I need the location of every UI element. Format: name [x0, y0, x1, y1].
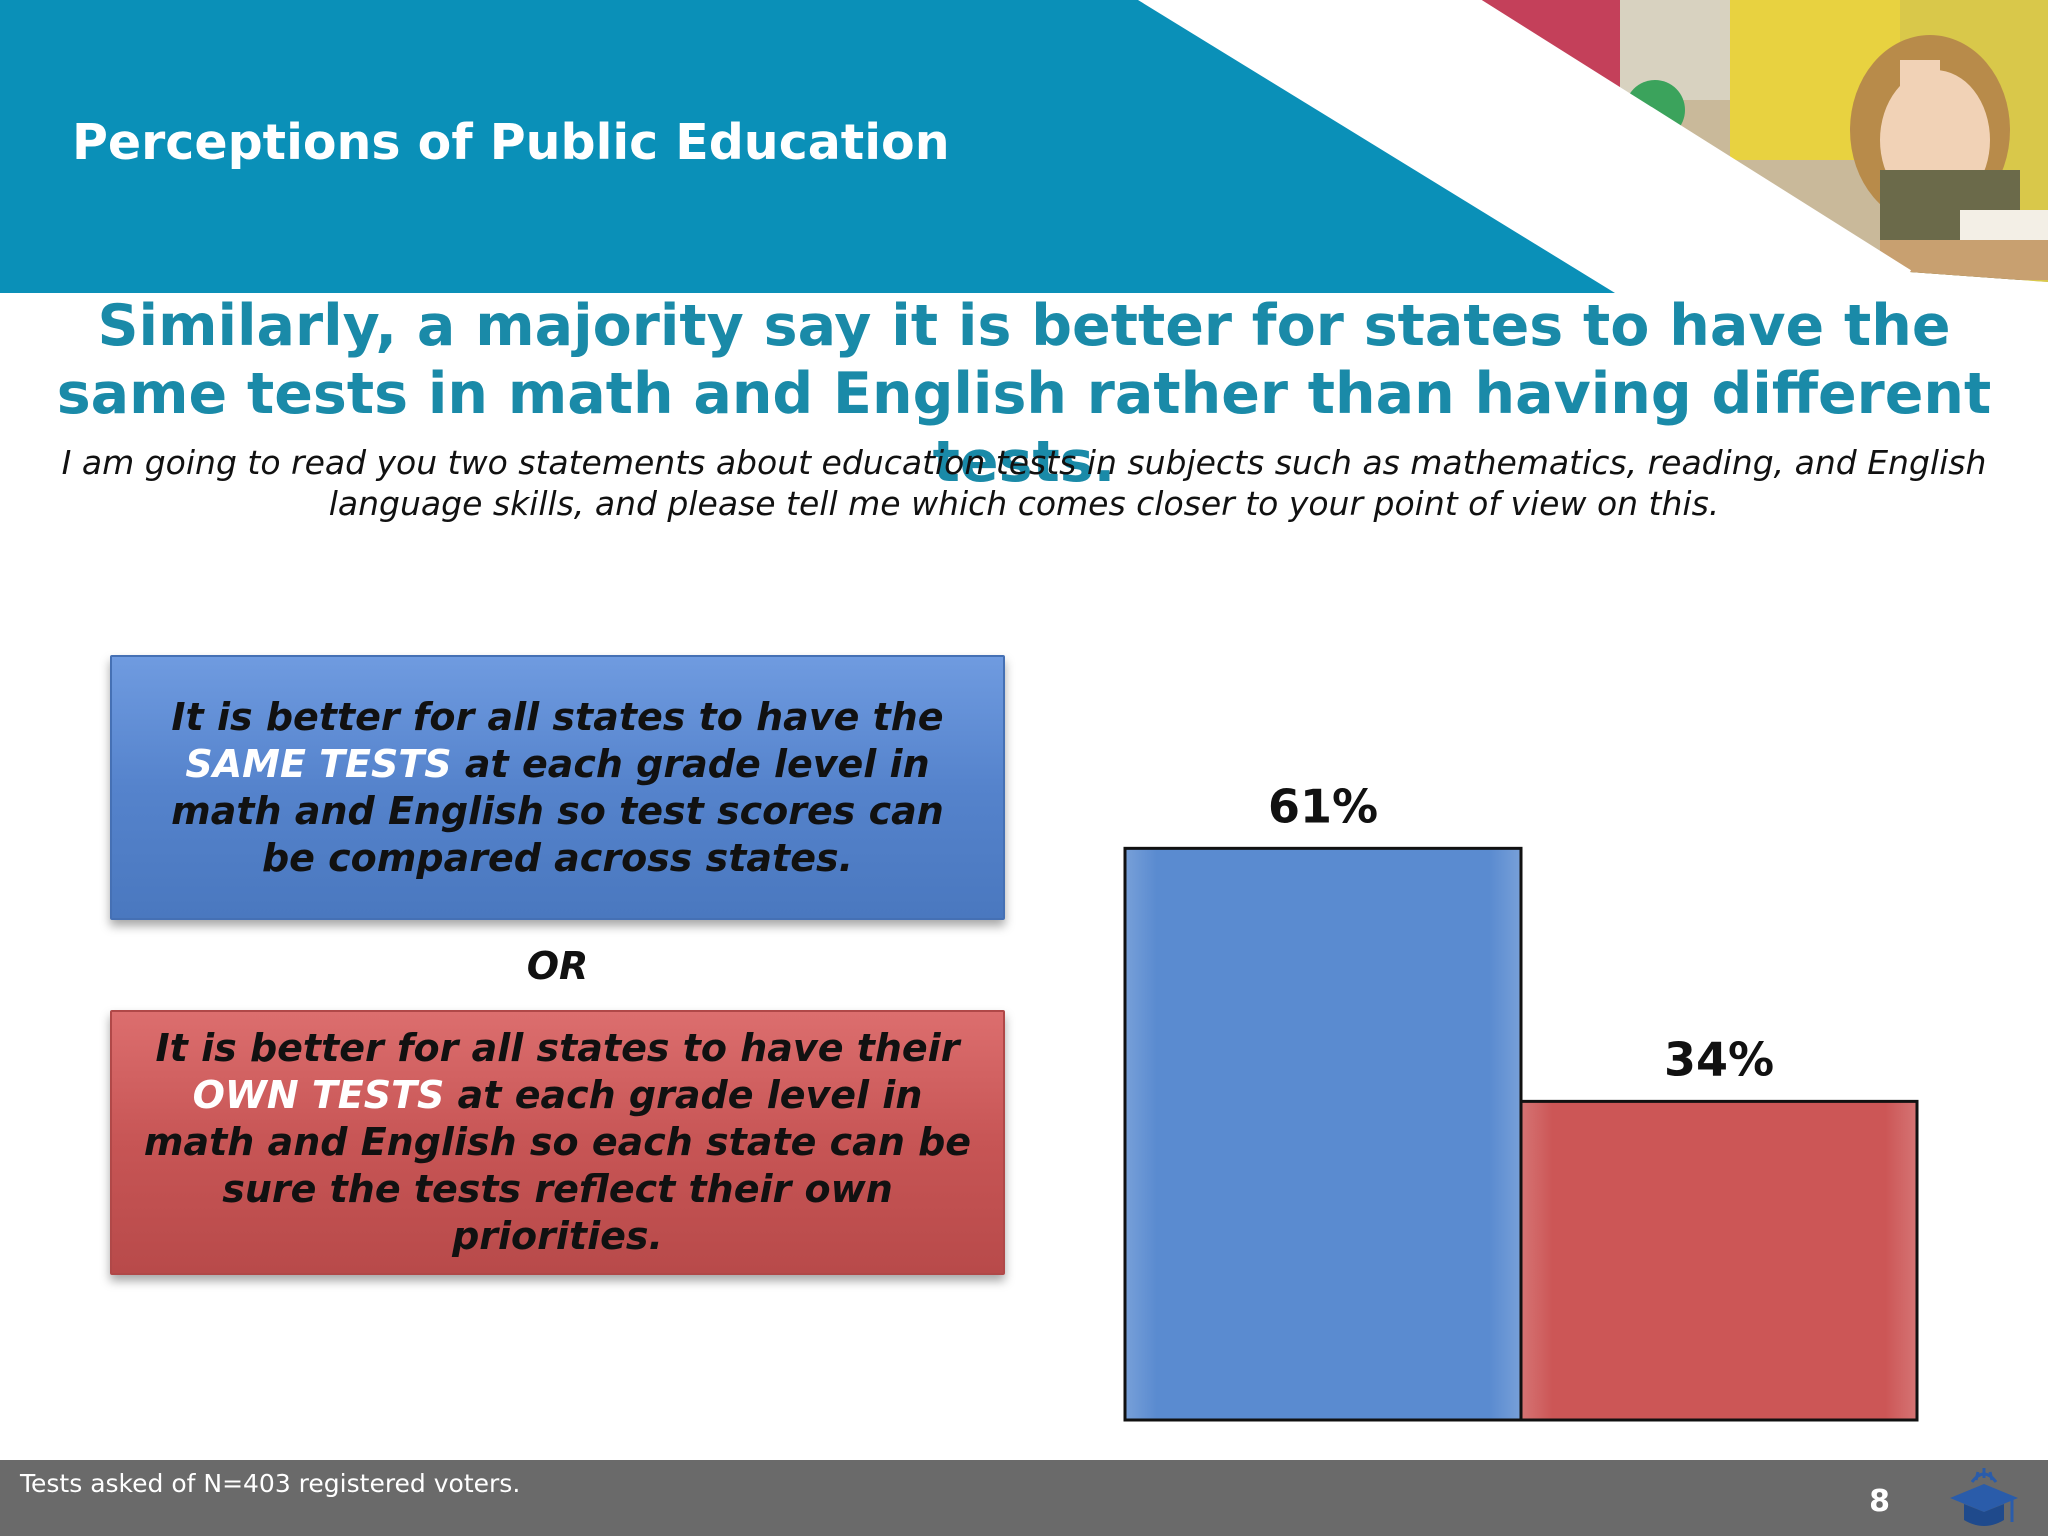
footnote: Tests asked of N=403 registered voters.	[20, 1469, 521, 1498]
or-separator: OR	[526, 944, 589, 988]
bar-0	[1123, 846, 1523, 1422]
classroom-photo	[1476, 0, 2048, 282]
survey-question: I am going to read you two statements ab…	[61, 443, 1987, 523]
statement-own-tests: It is better for all states to have thei…	[110, 1010, 1005, 1275]
bar-chart: 61% 34%	[1123, 779, 1919, 1422]
slide-headline: Similarly, a majority say it is better f…	[56, 293, 1992, 495]
header-band	[0, 0, 1615, 293]
statement-same-after: at each grade level in math and English …	[171, 741, 944, 880]
page-number: 8	[1869, 1484, 1890, 1519]
bar-1	[1519, 1099, 1919, 1422]
bar-value-label-1: 34%	[1664, 1032, 1774, 1086]
graduation-cap-icon	[1950, 1468, 2018, 1526]
statement-own-after: at each grade level in math and English …	[143, 1073, 972, 1258]
statement-own-emphasis: OWN TESTS	[192, 1073, 445, 1117]
statement-own-before: It is better for all states to have thei…	[155, 1026, 960, 1070]
statement-same-tests: It is better for all states to have the …	[110, 655, 1005, 920]
bar-value-label-0: 61%	[1268, 779, 1378, 833]
statement-same-emphasis: SAME TESTS	[185, 741, 452, 786]
footer-bar	[0, 1460, 2048, 1536]
statement-same-text: It is better for all states to have the …	[142, 694, 973, 882]
statement-same-before: It is better for all states to have the	[171, 694, 944, 739]
statement-own-text: It is better for all states to have thei…	[142, 1025, 973, 1260]
header-title: Perceptions of Public Education	[72, 114, 950, 171]
